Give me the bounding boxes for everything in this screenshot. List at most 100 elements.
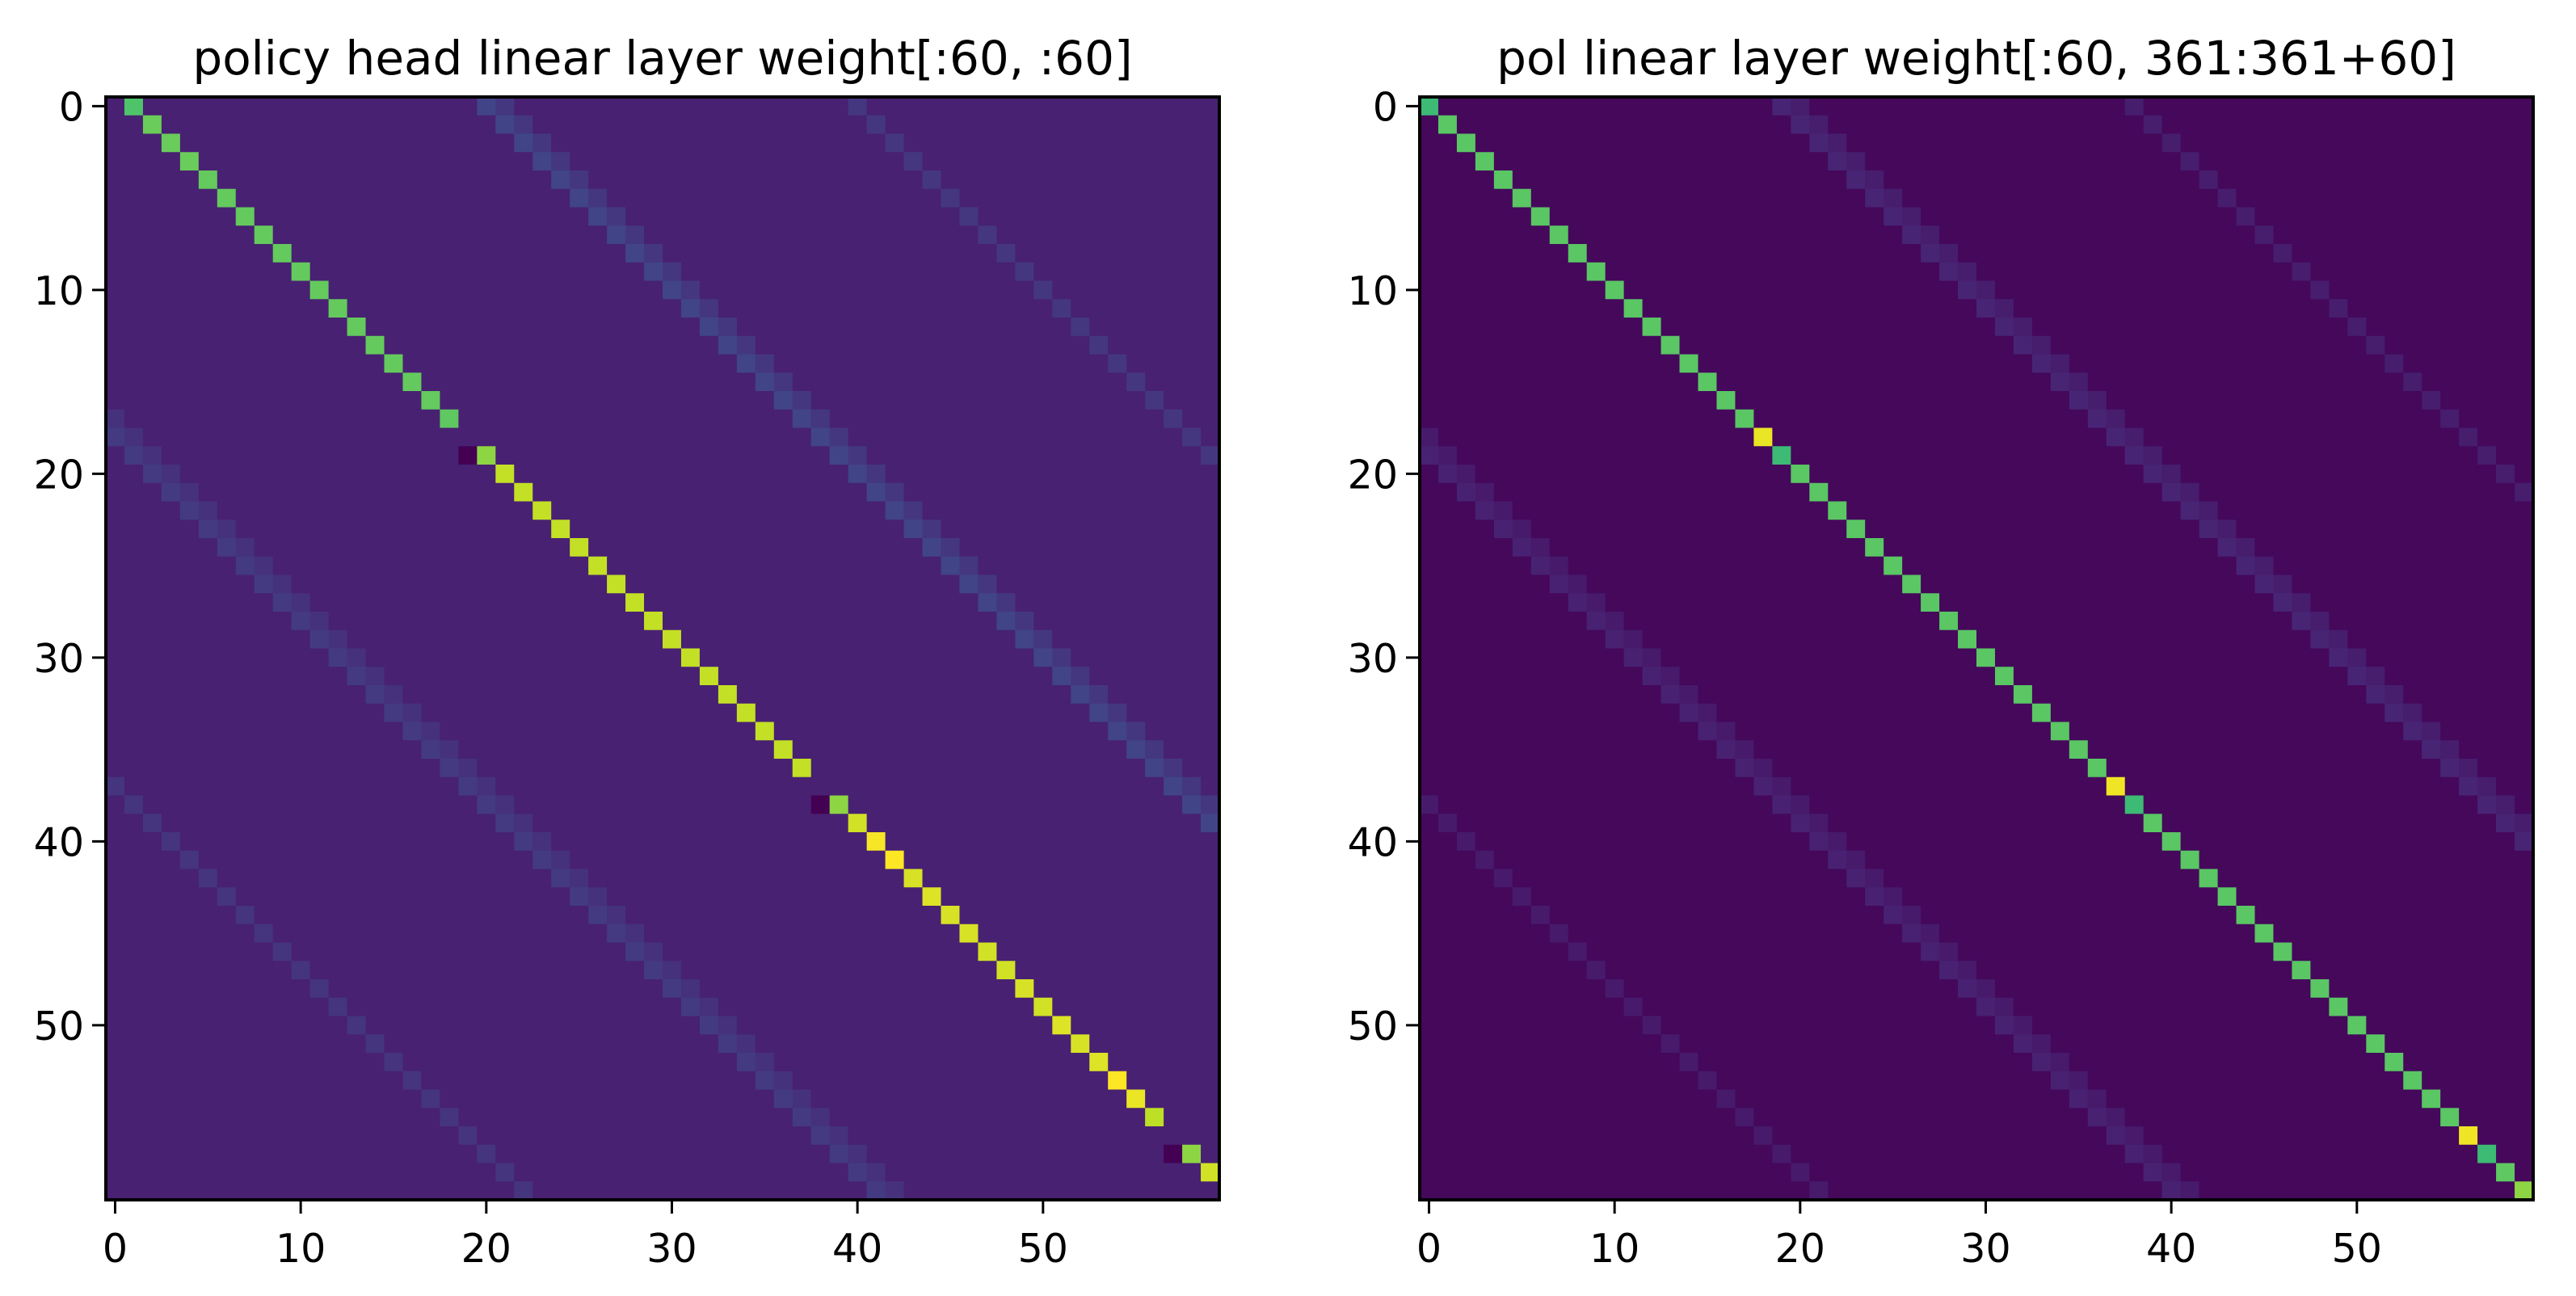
heatmap-cell — [644, 335, 663, 356]
heatmap-cell — [106, 280, 125, 300]
heatmap-cell — [1976, 391, 1996, 410]
heatmap-cell — [514, 299, 533, 318]
heatmap-cell — [1549, 115, 1569, 135]
heatmap-cell — [903, 225, 924, 245]
heatmap-cell — [1809, 97, 1829, 116]
heatmap-cell — [1052, 262, 1071, 282]
heatmap-cell — [607, 391, 626, 410]
heatmap-cell — [1089, 354, 1109, 373]
heatmap-cell — [1164, 1016, 1183, 1035]
heatmap-cell — [1679, 409, 1699, 429]
heatmap-cell — [179, 1126, 200, 1146]
heatmap-cell — [2459, 225, 2478, 245]
heatmap-cell — [848, 188, 868, 208]
heatmap-cell — [644, 722, 663, 741]
heatmap-cell — [551, 759, 570, 778]
heatmap-cell — [1753, 446, 1773, 465]
heatmap-cell — [1902, 391, 1921, 410]
heatmap-cell — [2496, 207, 2515, 226]
heatmap-cell — [755, 574, 775, 594]
heatmap-cell — [365, 961, 385, 980]
heatmap-cell — [718, 133, 738, 153]
heatmap-cell — [1201, 593, 1220, 612]
heatmap-cell — [217, 795, 237, 814]
heatmap-cell — [941, 1144, 961, 1164]
heatmap-cell — [2106, 465, 2126, 484]
heatmap-cell — [718, 225, 738, 245]
heatmap-cell — [1145, 354, 1164, 373]
heatmap-cell — [1642, 244, 1662, 263]
heatmap-cell — [384, 1053, 404, 1072]
heatmap-cell — [1015, 574, 1034, 594]
heatmap-cell — [1033, 520, 1053, 539]
heatmap-cell — [1475, 280, 1495, 300]
heatmap-cell — [235, 465, 255, 484]
heatmap-cell — [736, 262, 756, 282]
heatmap-cell — [2329, 188, 2348, 208]
heatmap-cell — [1145, 427, 1164, 447]
heatmap-cell — [848, 629, 868, 650]
heatmap-cell — [1420, 262, 1439, 282]
heatmap-cell — [421, 244, 440, 263]
heatmap-cell — [532, 520, 552, 539]
heatmap-cell — [458, 556, 478, 576]
heatmap-cell — [810, 648, 831, 667]
heatmap-cell — [922, 1144, 942, 1164]
heatmap-cell — [588, 1034, 608, 1054]
heatmap-cell — [1958, 133, 1977, 153]
heatmap-cell — [1182, 538, 1202, 558]
heatmap-cell — [161, 262, 181, 282]
heatmap-cell — [106, 1071, 125, 1091]
heatmap-cell — [1902, 207, 1921, 226]
heatmap-cell — [347, 961, 367, 980]
heatmap-cell — [272, 703, 293, 723]
heatmap-cell — [198, 574, 218, 594]
heatmap-cell — [2254, 318, 2275, 337]
heatmap-cell — [217, 1089, 237, 1109]
heatmap-cell — [922, 629, 942, 650]
heatmap-cell — [1420, 207, 1439, 226]
heatmap-cell — [2254, 446, 2275, 465]
heatmap-cell — [477, 1034, 496, 1054]
heatmap-cell — [736, 1108, 756, 1127]
heatmap-cell — [235, 97, 255, 116]
heatmap-cell — [402, 372, 423, 392]
heatmap-cell — [903, 391, 924, 410]
heatmap-cell — [2254, 280, 2275, 300]
heatmap-cell — [365, 776, 385, 797]
heatmap-cell — [2236, 262, 2256, 282]
heatmap-cell — [607, 887, 626, 907]
heatmap-cell — [1530, 465, 1551, 484]
heatmap-cell — [1052, 1034, 1071, 1054]
heatmap-cell — [2329, 391, 2348, 410]
heatmap-cell — [106, 538, 125, 558]
heatmap-cell — [291, 244, 311, 263]
heatmap-cell — [384, 961, 404, 980]
heatmap-cell — [1884, 244, 1903, 263]
heatmap-cell — [1679, 133, 1699, 153]
heatmap-cell — [2515, 225, 2534, 245]
heatmap-cell — [161, 850, 181, 870]
heatmap-cell — [1052, 1016, 1071, 1035]
heatmap-cell — [291, 115, 311, 135]
heatmap-cell — [440, 629, 459, 650]
heatmap-cell — [384, 795, 404, 814]
heatmap-cell — [1549, 133, 1569, 153]
heatmap-cell — [1976, 335, 1996, 356]
heatmap-cell — [291, 1089, 311, 1109]
heatmap-cell — [736, 1126, 756, 1146]
heatmap-cell — [2496, 335, 2515, 356]
heatmap-cell — [625, 556, 645, 576]
heatmap-cell — [903, 997, 924, 1017]
heatmap-cell — [829, 740, 849, 760]
heatmap-cell — [458, 722, 478, 741]
heatmap-cell — [365, 593, 385, 612]
heatmap-cell — [551, 299, 570, 318]
heatmap-cell — [885, 299, 905, 318]
heatmap-cell — [217, 887, 237, 907]
heatmap-cell — [551, 133, 570, 153]
heatmap-cell — [328, 612, 348, 631]
heatmap-cell — [588, 887, 608, 907]
heatmap-cell — [663, 1089, 682, 1109]
heatmap-cell — [941, 869, 961, 888]
